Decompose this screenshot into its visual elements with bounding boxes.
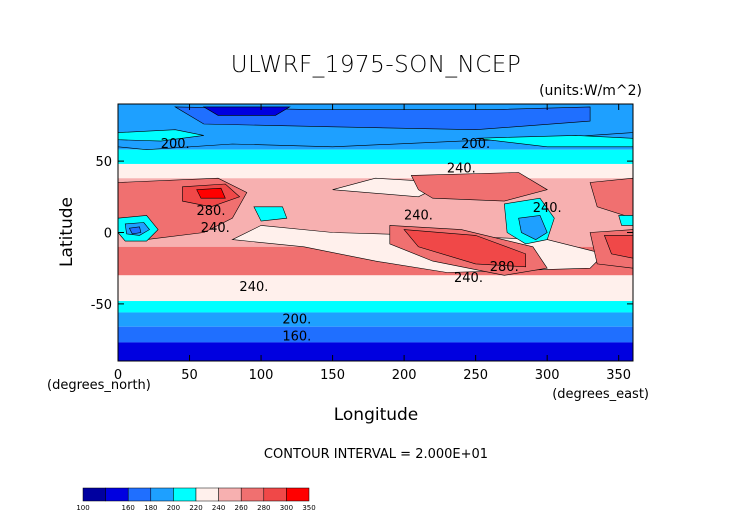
contour-region-18	[128, 226, 142, 235]
colorbar-label: 260	[235, 504, 248, 512]
colorbar-swatch	[263, 487, 287, 502]
x-tick-label: 200	[392, 368, 417, 383]
y-axis-label: Latitude	[57, 197, 77, 267]
y-axis-ticks: 50 0 -50	[91, 155, 633, 313]
colorbar-swatch	[105, 487, 129, 502]
contour-label: 240.	[201, 221, 230, 236]
colorbar-label: 300	[280, 504, 293, 512]
colorbar-swatch	[286, 487, 310, 502]
colorbar-label: 200	[167, 504, 180, 512]
colorbar-swatch	[195, 487, 219, 502]
contour-region-6	[475, 135, 633, 148]
contour-region-22	[618, 215, 633, 226]
x-tick-label: 100	[249, 368, 274, 383]
heatmap-plot-area	[118, 104, 633, 361]
colorbar-swatch	[127, 487, 152, 502]
contour-label: 280.	[197, 204, 226, 219]
band-2	[118, 149, 633, 164]
colorbar-label: 240	[212, 504, 225, 512]
x-tick-label: 350	[606, 368, 631, 383]
contour-label: 160.	[282, 330, 311, 345]
y-tick-label: 50	[95, 155, 112, 170]
x-tick-label: 50	[181, 368, 198, 383]
contour-label: 240.	[454, 271, 483, 286]
contour-label: 240.	[404, 208, 433, 223]
colorbar-swatch	[82, 487, 106, 502]
colorbar-label: 280	[257, 504, 270, 512]
band-6	[118, 275, 633, 302]
chart-title: ULWRF_1975-SON_NCEP	[231, 52, 521, 78]
contour-region-21	[253, 206, 288, 222]
colorbar-label: 350	[302, 504, 315, 512]
colorbar-swatch	[150, 487, 174, 502]
x-axis-label: Longitude	[334, 405, 419, 425]
colorbar-label: 160	[122, 504, 135, 512]
band-3	[118, 163, 633, 179]
contour-interval-note: CONTOUR INTERVAL = 2.000E+01	[264, 447, 488, 462]
colorbar-label: 100	[76, 504, 89, 512]
contour-labels: 200. 200. 240. 280. 240. 240. 240. 280. 240. 240.…	[161, 137, 562, 345]
contour-label: 240.	[447, 161, 476, 176]
units-label: (units:W/m^2)	[539, 83, 642, 99]
contour-region-15	[603, 235, 633, 259]
x-axis-ticks: 0 50 100 150 200 250 300 350	[114, 104, 631, 383]
y-unit-label: (degrees_north)	[47, 378, 151, 393]
contour-region-10	[410, 172, 548, 202]
contour-label: 240.	[533, 201, 562, 216]
colorbar-swatch	[173, 487, 197, 502]
y-tick-label: -50	[91, 298, 112, 313]
contour-region-9	[196, 187, 226, 199]
contour-region-11	[589, 177, 633, 219]
colorbar-label: 220	[189, 504, 202, 512]
contour-label: 200.	[161, 137, 190, 152]
colorbar-swatch	[240, 487, 265, 502]
band-10	[118, 342, 633, 361]
x-unit-label: (degrees_east)	[552, 387, 649, 402]
contour-region-13	[403, 229, 527, 268]
x-tick-label: 300	[535, 368, 560, 383]
colorbar-swatch	[218, 487, 242, 502]
x-tick-label: 250	[463, 368, 488, 383]
contour-label: 280.	[490, 260, 519, 275]
contour-region-20	[518, 215, 548, 240]
band-8	[118, 312, 633, 327]
colorbar-label: 180	[144, 504, 157, 512]
x-tick-label: 150	[320, 368, 345, 383]
x-tick-label: 0	[114, 368, 122, 383]
contour-label: 200.	[282, 313, 311, 328]
colorbar: 100 160 180 200 220 240 260 280 300 350	[76, 487, 316, 512]
band-9	[118, 326, 633, 343]
contour-label: 240.	[239, 280, 268, 295]
contour-region-4	[202, 106, 291, 116]
y-tick-label: 0	[104, 227, 112, 242]
contour-region-5	[118, 129, 204, 142]
contour-label: 200.	[461, 137, 490, 152]
band-7	[118, 301, 633, 313]
